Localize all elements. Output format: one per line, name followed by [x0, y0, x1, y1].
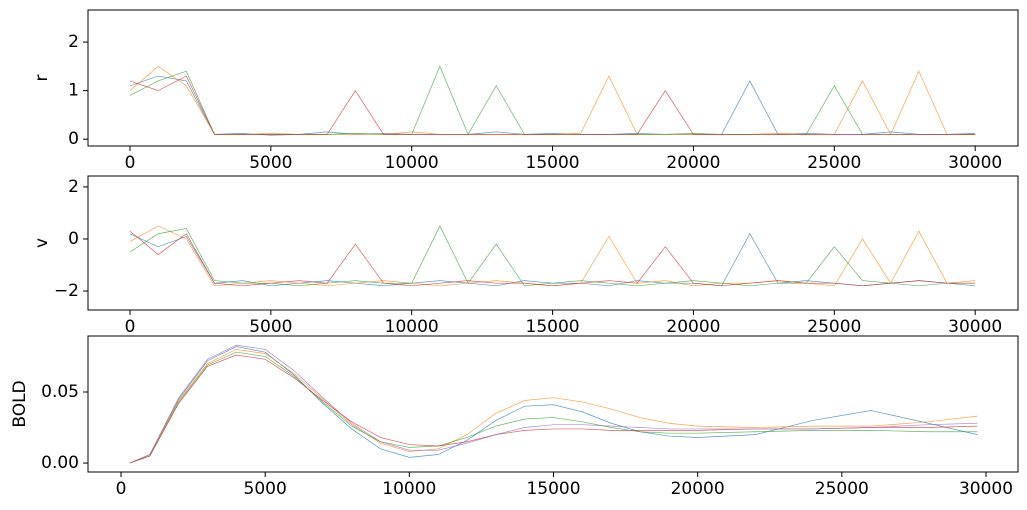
x-tick-label: 25000	[807, 317, 861, 337]
panel: 0 5000 10000 15000 20000 25000 30000 0 1 2 r	[32, 9, 1019, 173]
x-tick-label: 10000	[385, 153, 439, 173]
y-axis-label: r	[32, 75, 52, 82]
series-line	[129, 348, 978, 464]
y-tick-label: 0.05	[41, 382, 79, 402]
series-line	[129, 225, 976, 287]
y-axis-label: BOLD	[10, 380, 30, 427]
x-tick-label: 30000	[959, 479, 1013, 499]
y-tick-label: −2	[54, 281, 79, 301]
panel: 0 5000 10000 15000 20000 25000 30000 0.00 0.05 BO…	[10, 335, 1019, 499]
axes-frame	[87, 175, 1019, 311]
x-tick-label: 5000	[244, 479, 287, 499]
y-tick-label: 1	[68, 81, 79, 101]
x-tick-label: 20000	[671, 479, 725, 499]
x-tick-label: 25000	[815, 479, 869, 499]
x-tick-label: 20000	[666, 153, 720, 173]
series-line	[129, 65, 976, 136]
series-line	[129, 346, 978, 464]
x-tick-label: 15000	[526, 153, 580, 173]
y-axis-label: v	[32, 238, 52, 248]
x-tick-label: 10000	[385, 317, 439, 337]
x-tick-label: 5000	[249, 317, 292, 337]
series-line	[129, 344, 978, 464]
y-tick-label: 0.00	[41, 453, 79, 473]
x-tick-label: 20000	[666, 317, 720, 337]
x-tick-label: 30000	[948, 153, 1002, 173]
y-tick-label: 2	[68, 32, 79, 52]
axes-frame	[87, 9, 1019, 147]
series-line	[129, 225, 976, 287]
x-tick-label: 0	[125, 153, 136, 173]
y-tick-label: 2	[68, 177, 79, 197]
y-tick-label: 0	[68, 129, 79, 149]
x-tick-label: 15000	[526, 317, 580, 337]
panel: 0 5000 10000 15000 20000 25000 30000 −2 0 2 v	[32, 175, 1019, 337]
series-line	[129, 75, 976, 135]
series-line	[129, 233, 976, 287]
y-tick-label: 0	[68, 229, 79, 249]
axes-frame	[87, 335, 1019, 473]
x-tick-label: 15000	[526, 479, 580, 499]
series-line	[129, 75, 976, 136]
series-line	[129, 354, 978, 464]
x-tick-label: 30000	[948, 317, 1002, 337]
x-tick-label: 25000	[807, 153, 861, 173]
x-tick-label: 0	[116, 479, 127, 499]
x-tick-label: 0	[125, 317, 136, 337]
x-tick-label: 10000	[382, 479, 436, 499]
series-line	[129, 351, 978, 464]
x-tick-label: 5000	[249, 153, 292, 173]
series-line	[129, 65, 976, 136]
series-line	[129, 230, 976, 287]
